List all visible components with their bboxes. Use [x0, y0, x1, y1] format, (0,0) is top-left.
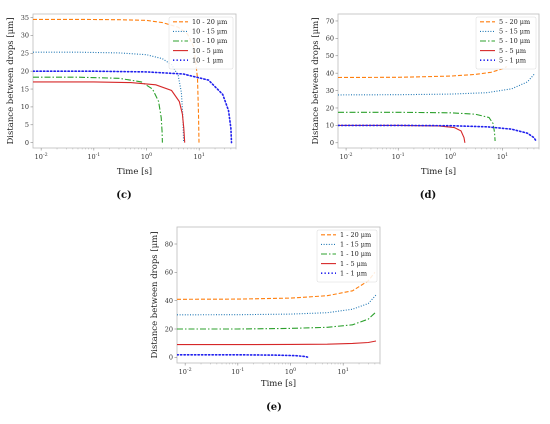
x-tick-label: 101	[338, 367, 349, 376]
x-tick-label: 10-1	[392, 152, 405, 161]
legend-label: 5 - 15 μm	[499, 28, 530, 36]
y-tick-label: 20	[165, 325, 173, 333]
legend-label: 10 - 20 μm	[192, 18, 227, 26]
y-tick-label: 80	[165, 240, 173, 248]
legend-label: 1 - 15 μm	[340, 241, 371, 249]
legend-label: 1 - 5 μm	[340, 260, 367, 268]
y-tick-label: 0	[169, 354, 173, 362]
y-tick-label: 50	[326, 52, 334, 60]
y-tick-label: 60	[326, 35, 334, 43]
x-axis-title: Time [s]	[421, 167, 456, 177]
x-tick-label: 100	[445, 152, 456, 161]
y-tick-label: 0	[330, 139, 334, 147]
y-tick-label: 10	[326, 122, 334, 130]
series-line-5	[33, 70, 233, 144]
legend-label: 1 - 20 μm	[340, 231, 371, 239]
series-line-3	[177, 311, 377, 330]
y-axis-title: Distance between drops [μm]	[6, 17, 16, 144]
legend-label: 10 - 1 μm	[192, 56, 223, 64]
legend-label: 1 - 1 μm	[340, 269, 367, 277]
x-tick-label: 101	[194, 152, 205, 161]
series-line-2	[177, 294, 377, 316]
x-tick-label: 10-2	[340, 152, 353, 161]
y-axis-title: Distance between drops [μm]	[150, 231, 160, 358]
panel-caption: (d)	[420, 190, 436, 201]
series-line-5	[177, 353, 309, 358]
x-tick-label: 100	[285, 367, 296, 376]
series-line-2	[338, 72, 536, 96]
y-tick-label: 0	[25, 139, 29, 147]
y-tick-label: 40	[326, 69, 334, 77]
legend-box	[316, 229, 378, 283]
y-tick-label: 30	[326, 87, 334, 95]
y-axis-title: Distance between drops [μm]	[311, 17, 321, 144]
legend-label: 1 - 10 μm	[340, 250, 371, 258]
x-axis-title: Time [s]	[117, 167, 152, 177]
legend-label: 5 - 1 μm	[499, 56, 526, 64]
y-tick-label: 70	[326, 17, 334, 25]
y-tick-label: 60	[165, 269, 173, 277]
panel-caption: (c)	[116, 190, 132, 201]
x-tick-label: 100	[141, 152, 152, 161]
y-tick-label: 25	[21, 50, 29, 58]
x-tick-label: 10-1	[87, 152, 100, 161]
legend-label: 5 - 10 μm	[499, 37, 530, 45]
y-tick-label: 5	[25, 121, 29, 129]
series-line-5	[338, 124, 537, 142]
series-line-3	[338, 111, 496, 142]
chart-panel-3: 0 20 40 60 80 10-2 10-1 100 101 1 - 20 μm 1 - 15 μ…	[150, 226, 381, 413]
legend: 1 - 20 μm 1 - 15 μm1 - 10 μm 1 - 5 μm1 - 1…	[316, 229, 378, 283]
y-tick-label: 35	[21, 14, 29, 22]
legend-label: 10 - 5 μm	[192, 47, 223, 55]
panel-caption: (e)	[266, 402, 282, 413]
y-tick-label: 20	[326, 104, 334, 112]
legend-label: 5 - 20 μm	[499, 18, 530, 26]
legend-label: 10 - 10 μm	[192, 37, 227, 45]
y-tick-label: 40	[165, 297, 173, 305]
x-tick-label: 10-2	[179, 367, 192, 376]
x-tick-label: 10-2	[35, 152, 48, 161]
y-tick-label: 10	[21, 103, 29, 111]
series-line-4	[33, 81, 186, 143]
legend-label: 10 - 15 μm	[192, 28, 227, 36]
series-line-4	[177, 340, 377, 346]
legend-label: 5 - 5 μm	[499, 47, 526, 55]
y-tick-label: 30	[21, 32, 29, 40]
legend-box	[168, 16, 234, 70]
x-tick-label: 101	[497, 152, 508, 161]
legend: 5 - 20 μm 5 - 15 μm5 - 10 μm 5 - 5 μm5 - 1…	[475, 16, 537, 70]
series-line-2	[33, 51, 185, 143]
x-axis-title: Time [s]	[261, 379, 296, 389]
y-tick-label: 20	[21, 67, 29, 75]
x-tick-label: 10-1	[231, 367, 244, 376]
legend-box	[475, 16, 537, 70]
y-tick-label: 15	[21, 85, 29, 93]
series-line-3	[33, 76, 163, 143]
